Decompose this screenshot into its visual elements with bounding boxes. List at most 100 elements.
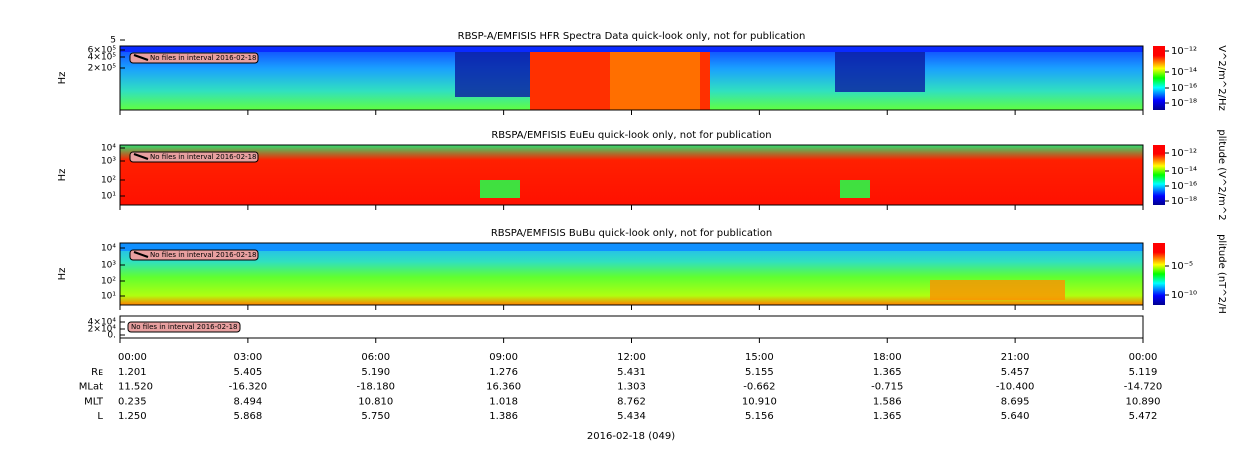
y-tick-label: 10⁴	[101, 244, 116, 254]
colorbar-tick-label: 10⁻¹²	[1171, 46, 1197, 57]
time-label: 06:00	[361, 352, 390, 363]
ephemeris-label: L	[97, 411, 103, 422]
spectrogram-3	[120, 243, 1143, 305]
colorbar-tick-label: 10⁻¹⁸	[1171, 196, 1197, 207]
ephemeris-value: 10.910	[742, 396, 777, 407]
no-files-note: No files in interval 2016-02-18	[131, 323, 237, 331]
ephemeris-value: 1.250	[118, 411, 147, 422]
time-label: 09:00	[489, 352, 518, 363]
y-tick-label: 10²	[101, 176, 116, 186]
colorbar	[1153, 46, 1165, 110]
ephemeris-value: 0.235	[118, 396, 147, 407]
colorbar	[1153, 145, 1165, 205]
colorbar-tick-label: 10⁻⁵	[1171, 261, 1193, 272]
y-tick-label: 6×10⁵	[88, 46, 117, 56]
ephemeris-value: 1.018	[489, 396, 518, 407]
y-tick-label: 2×10⁴	[88, 325, 117, 335]
ephemeris-value: 5.119	[1129, 367, 1158, 378]
ephemeris-label: MLat	[79, 382, 103, 393]
ephemeris-value: 1.365	[873, 411, 902, 422]
ephemeris-value: -0.662	[743, 382, 775, 393]
colorbar-tick-label: 10⁻¹⁴	[1171, 166, 1197, 177]
ephemeris-value: 5.156	[745, 411, 774, 422]
no-files-note: No files in interval 2016-02-18	[150, 54, 256, 62]
ephemeris-value: 1.276	[489, 367, 518, 378]
colorbar-tick-label: 10⁻¹⁴	[1171, 67, 1197, 78]
y-tick-label: 10³	[101, 157, 116, 167]
ephemeris-value: 5.405	[234, 367, 263, 378]
ephemeris-value: -10.400	[996, 382, 1035, 393]
ephemeris-value: -0.715	[871, 382, 903, 393]
ephemeris-value: 8.762	[617, 396, 646, 407]
colorbar-label: V^2/m^2/Hz	[1216, 45, 1227, 111]
ephemeris-value: 5.155	[745, 367, 774, 378]
ephemeris-value: -14.720	[1124, 382, 1163, 393]
ephemeris-value: 5.472	[1129, 411, 1158, 422]
badge-icon	[133, 251, 149, 258]
colorbar-label: plitude (nT^2/H	[1216, 234, 1227, 314]
colorbar-tick-label: 10⁻¹⁶	[1171, 181, 1197, 192]
no-files-note: No files in interval 2016-02-18	[150, 251, 256, 259]
y-tick-label: 10¹	[101, 292, 116, 302]
panel-title: RBSPA/EMFISIS BuBu quick-look only, not …	[491, 228, 772, 239]
ephemeris-label: MLT	[84, 396, 104, 407]
ephemeris-label: Rᴇ	[91, 367, 103, 378]
y-axis-label: Hz	[57, 169, 68, 182]
y-axis-label: Hz	[57, 72, 68, 85]
ephemeris-value: 1.386	[489, 411, 518, 422]
ephemeris-value: 5.434	[617, 411, 646, 422]
ephemeris-value: 1.365	[873, 367, 902, 378]
y-tick-label: 10¹	[101, 192, 116, 202]
ephemeris-value: 1.303	[617, 382, 646, 393]
badge-icon	[133, 153, 149, 160]
no-files-badge	[127, 321, 241, 333]
ephemeris-value: 5.457	[1001, 367, 1030, 378]
ephemeris-value: -16.320	[229, 382, 268, 393]
ephemeris-value: 1.201	[118, 367, 147, 378]
y-tick-label: 4×10⁵	[88, 53, 117, 63]
ephemeris-value: 5.431	[617, 367, 646, 378]
ephemeris-value: 5.868	[234, 411, 263, 422]
colorbar-tick-label: 10⁻¹²	[1171, 148, 1197, 159]
ephemeris-value: 10.890	[1126, 396, 1161, 407]
colorbar-tick-label: 10⁻¹⁰	[1171, 290, 1197, 301]
ephemeris-value: 5.190	[361, 367, 390, 378]
panel-title: RBSP-A/EMFISIS HFR Spectra Data quick-lo…	[458, 31, 806, 42]
y-axis-label: Hz	[57, 268, 68, 281]
no-files-badge	[129, 151, 259, 163]
colorbar	[1153, 243, 1165, 305]
spectrogram-1	[120, 46, 1143, 110]
ephemeris-value: -18.180	[356, 382, 395, 393]
time-label: 21:00	[1001, 352, 1030, 363]
ephemeris-value: 1.586	[873, 396, 902, 407]
ephemeris-value: 10.810	[358, 396, 393, 407]
y-tick-label: 10³	[101, 261, 116, 271]
ephemeris-value: 8.695	[1001, 396, 1030, 407]
footer-date: 2016-02-18 (049)	[587, 431, 675, 442]
y-tick-label: 0.	[107, 331, 116, 341]
panel-title: RBSPA/EMFISIS EuEu quick-look only, not …	[491, 130, 771, 141]
y-tick-label: 10²	[101, 277, 116, 287]
panel-frame	[119, 315, 1144, 339]
time-label: 15:00	[745, 352, 774, 363]
no-files-badge	[129, 249, 259, 261]
spectrogram-2	[120, 145, 1143, 205]
y-tick-label: 5	[110, 36, 116, 46]
time-label: 00:00	[1129, 352, 1158, 363]
colorbar-tick-label: 10⁻¹⁸	[1171, 98, 1197, 109]
time-label: 18:00	[873, 352, 902, 363]
time-label: 00:00	[118, 352, 147, 363]
y-tick-label: 10⁴	[101, 144, 116, 154]
time-label: 12:00	[617, 352, 646, 363]
ephemeris-value: 5.640	[1001, 411, 1030, 422]
y-tick-label: 4×10⁴	[88, 318, 117, 328]
ephemeris-value: 11.520	[118, 382, 153, 393]
badge-icon	[133, 54, 149, 61]
y-tick-label: 2×10⁵	[88, 64, 117, 74]
ephemeris-value: 8.494	[234, 396, 263, 407]
colorbar-label: plitude (V^2/m^2	[1216, 129, 1227, 220]
ephemeris-value: 5.750	[361, 411, 390, 422]
no-files-note: No files in interval 2016-02-18	[150, 153, 256, 161]
time-label: 03:00	[233, 352, 262, 363]
